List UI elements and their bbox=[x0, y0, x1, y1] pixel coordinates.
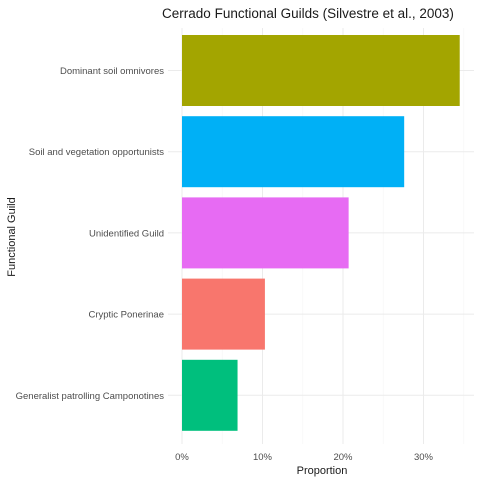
bars bbox=[182, 35, 460, 431]
x-tick-label: 30% bbox=[414, 452, 434, 463]
bar-cryptic-ponerinae bbox=[182, 278, 265, 350]
y-tick-label: Generalist patrolling Camponotines bbox=[16, 391, 165, 402]
bar-dominant-soil-omnivores bbox=[182, 35, 460, 106]
y-tick-label: Unidentified Guild bbox=[89, 228, 164, 239]
x-tick-label: 0% bbox=[175, 452, 189, 463]
chart-title: Cerrado Functional Guilds (Silvestre et … bbox=[162, 6, 454, 21]
bar-generalist-patrolling-camponotines bbox=[182, 359, 238, 431]
y-tick-label: Dominant soil omnivores bbox=[60, 66, 164, 77]
bar-soil-and-vegetation-opportunists bbox=[182, 116, 405, 188]
y-tick-label: Cryptic Ponerinae bbox=[88, 310, 164, 321]
bar-unidentified-guild bbox=[182, 197, 349, 269]
x-tick-labels: 0% 10% 20% 30% bbox=[175, 452, 433, 463]
y-tick-labels: Dominant soil omnivores Soil and vegetati… bbox=[16, 66, 165, 402]
x-tick-label: 20% bbox=[333, 452, 353, 463]
y-axis-title: Functional Guild bbox=[6, 197, 18, 277]
x-axis-title: Proportion bbox=[297, 465, 348, 477]
y-tick-label: Soil and vegetation opportunists bbox=[29, 147, 164, 158]
x-tick-label: 10% bbox=[253, 452, 273, 463]
